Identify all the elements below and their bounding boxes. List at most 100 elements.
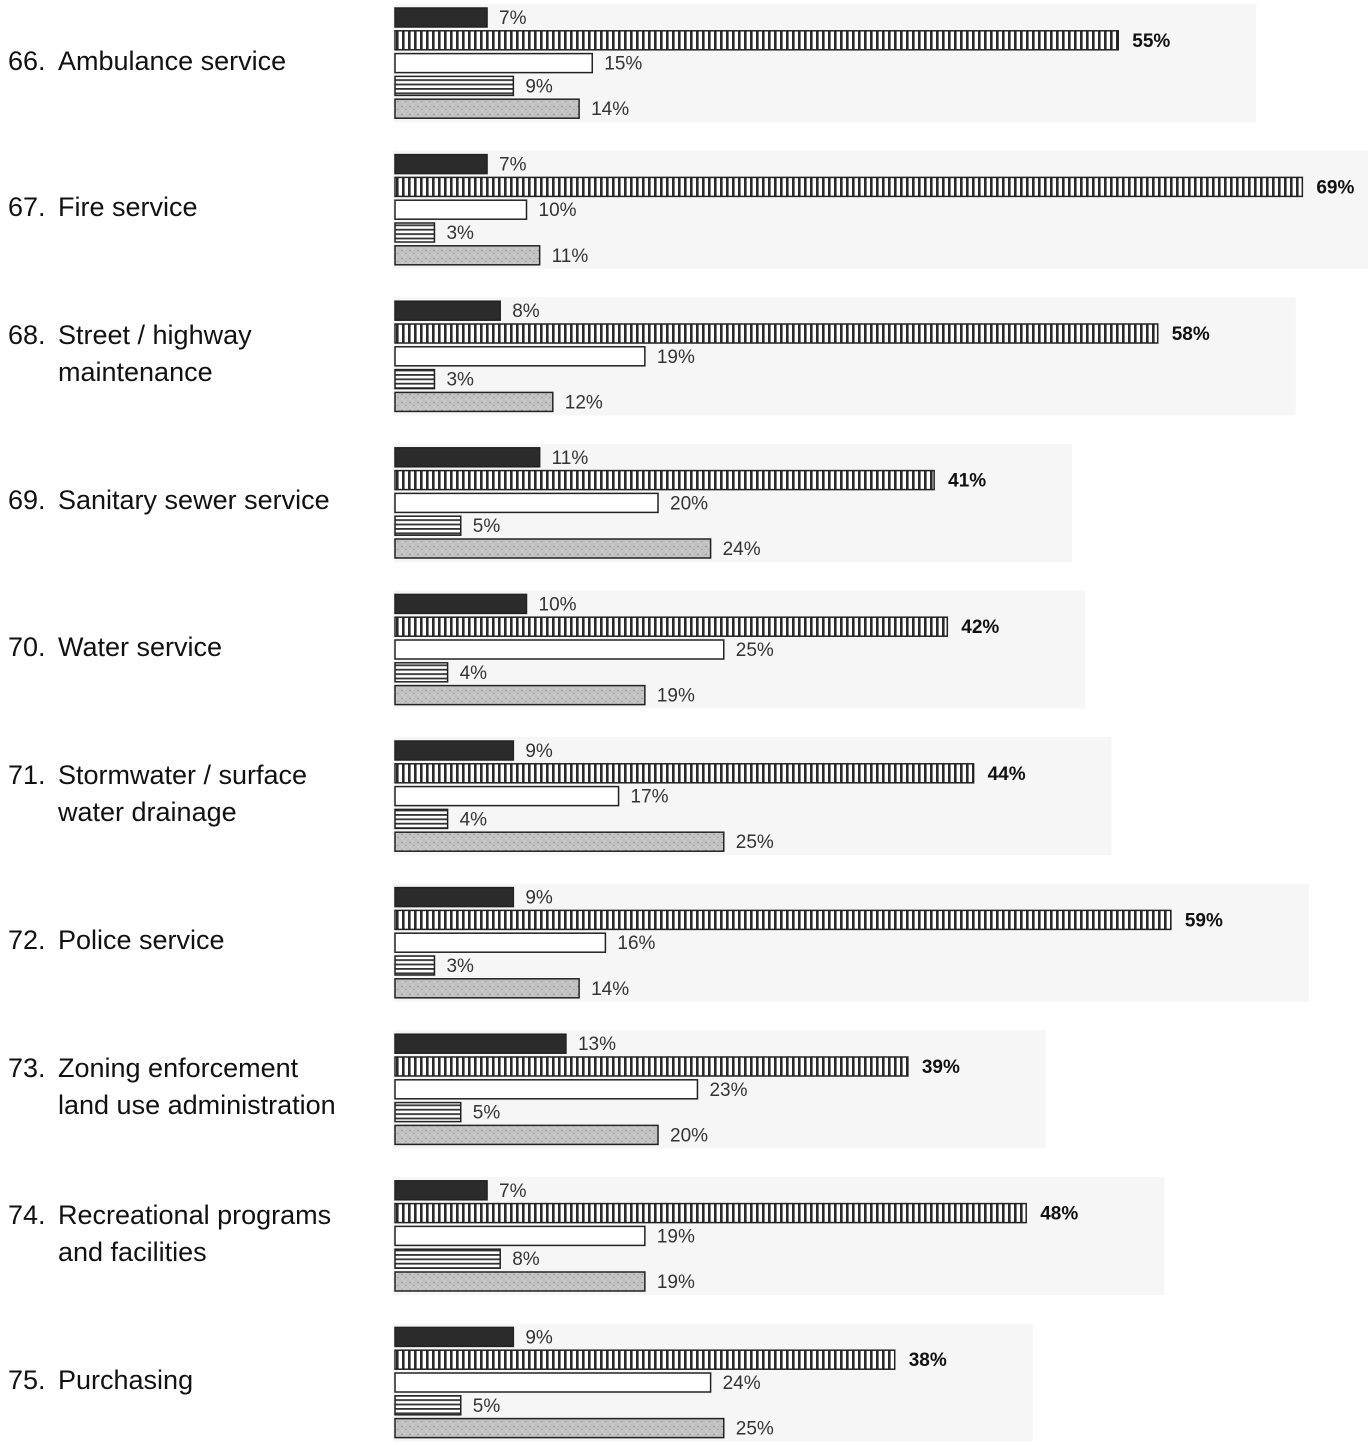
data-label: 23% <box>709 1080 747 1101</box>
category-name-line: land use administration <box>58 1090 336 1121</box>
data-label: 7% <box>499 1181 527 1202</box>
data-label: 59% <box>1185 910 1223 931</box>
category-name-line: and facilities <box>58 1236 207 1267</box>
bar-vstripe <box>394 469 935 491</box>
data-label: 25% <box>736 640 774 661</box>
bar-speckled <box>394 831 725 852</box>
data-label: 41% <box>948 471 986 492</box>
bar-speckled <box>394 538 712 559</box>
bar-hstripe <box>394 955 436 976</box>
bar-vstripe <box>394 1202 1027 1224</box>
data-label: 8% <box>512 1249 540 1270</box>
category-name-line: Ambulance service <box>58 45 287 76</box>
bar-solid <box>394 740 515 761</box>
data-label: 9% <box>525 888 553 909</box>
data-label: 11% <box>552 448 589 469</box>
category-label: 69. Sanitary sewer service <box>0 482 380 519</box>
category-name-line: Street / highway <box>58 320 252 351</box>
category-number: 71. <box>8 760 46 791</box>
bar-speckled <box>394 1124 659 1146</box>
data-label: 42% <box>961 617 999 638</box>
bar-solid <box>394 153 488 175</box>
data-label: 3% <box>446 956 474 977</box>
bar-vstripe <box>394 763 975 784</box>
data-label: 20% <box>670 1125 708 1146</box>
data-label: 13% <box>578 1034 616 1055</box>
bar-hstripe <box>394 1248 501 1269</box>
data-label: 14% <box>591 979 629 1000</box>
bar-solid <box>394 1180 488 1201</box>
category-name: Police service <box>58 922 388 959</box>
bar-solid <box>394 886 515 908</box>
bar-hstripe <box>394 75 515 97</box>
category-label: 70. Water service <box>0 629 380 666</box>
bar-hstripe <box>394 1395 462 1416</box>
data-label: 9% <box>525 741 553 762</box>
group-background <box>393 150 1368 269</box>
bar-hstripe <box>394 222 436 243</box>
bar-solid <box>394 1326 515 1348</box>
data-label: 3% <box>446 370 474 391</box>
category-label: 66. Ambulance service <box>0 43 380 80</box>
bar-solid <box>394 300 501 321</box>
category-name: Water service <box>58 629 388 666</box>
bar-speckled <box>394 1417 725 1439</box>
bar-white <box>394 1225 646 1247</box>
bar-speckled <box>394 245 541 266</box>
data-label: 19% <box>657 686 695 707</box>
data-label: 5% <box>473 1103 501 1124</box>
data-label: 39% <box>922 1057 960 1078</box>
data-label: 24% <box>723 539 761 560</box>
category-name-line: maintenance <box>58 357 213 388</box>
category-number: 67. <box>8 192 46 223</box>
category-name-line: Water service <box>58 632 223 662</box>
category-name-line: Sanitary sewer service <box>58 485 330 516</box>
category-number: 75. <box>8 1365 46 1395</box>
category-number: 70. <box>8 632 46 662</box>
category-name-line: Zoning enforcement <box>58 1053 299 1084</box>
data-label: 20% <box>670 493 708 514</box>
bar-solid <box>394 7 488 28</box>
category-name: Stormwater / surface water drainage <box>58 757 388 831</box>
data-label: 38% <box>909 1350 947 1371</box>
data-label: 55% <box>1132 31 1170 52</box>
category-number: 68. <box>8 320 46 351</box>
data-label: 17% <box>631 787 669 808</box>
data-label: 4% <box>460 809 488 830</box>
data-label: 11% <box>552 246 589 267</box>
data-label: 10% <box>539 594 577 615</box>
data-label: 25% <box>736 1419 774 1440</box>
bar-hstripe <box>394 1101 462 1123</box>
bar-speckled <box>394 98 580 119</box>
category-name: Ambulance service <box>58 43 388 80</box>
bar-vstripe <box>394 1056 909 1077</box>
bar-speckled <box>394 684 646 706</box>
data-label: 9% <box>525 1327 553 1348</box>
bar-white <box>394 785 620 807</box>
data-label: 19% <box>657 347 695 368</box>
category-label: 74. Recreational programs and facilities <box>0 1197 380 1271</box>
category-label: 71. Stormwater / surface water drainage <box>0 757 380 831</box>
bar-vstripe <box>394 1349 896 1370</box>
data-label: 14% <box>591 99 629 120</box>
bar-speckled <box>394 978 580 999</box>
bar-vstripe <box>394 616 949 637</box>
category-name: Fire service <box>58 189 388 226</box>
category-number: 66. <box>8 45 46 76</box>
bar-speckled <box>394 391 554 413</box>
bar-white <box>394 932 607 953</box>
category-number: 72. <box>8 925 46 956</box>
bar-white <box>394 639 725 660</box>
data-label: 4% <box>460 663 488 684</box>
data-label: 12% <box>565 392 603 413</box>
data-label: 16% <box>617 933 655 954</box>
category-number: 74. <box>8 1199 46 1230</box>
category-name-line: Stormwater / surface <box>58 760 308 791</box>
bar-white <box>394 492 659 514</box>
bar-hstripe <box>394 662 449 683</box>
category-name: Recreational programs and facilities <box>58 1197 388 1271</box>
bar-hstripe <box>394 808 449 830</box>
data-label: 44% <box>988 764 1026 785</box>
